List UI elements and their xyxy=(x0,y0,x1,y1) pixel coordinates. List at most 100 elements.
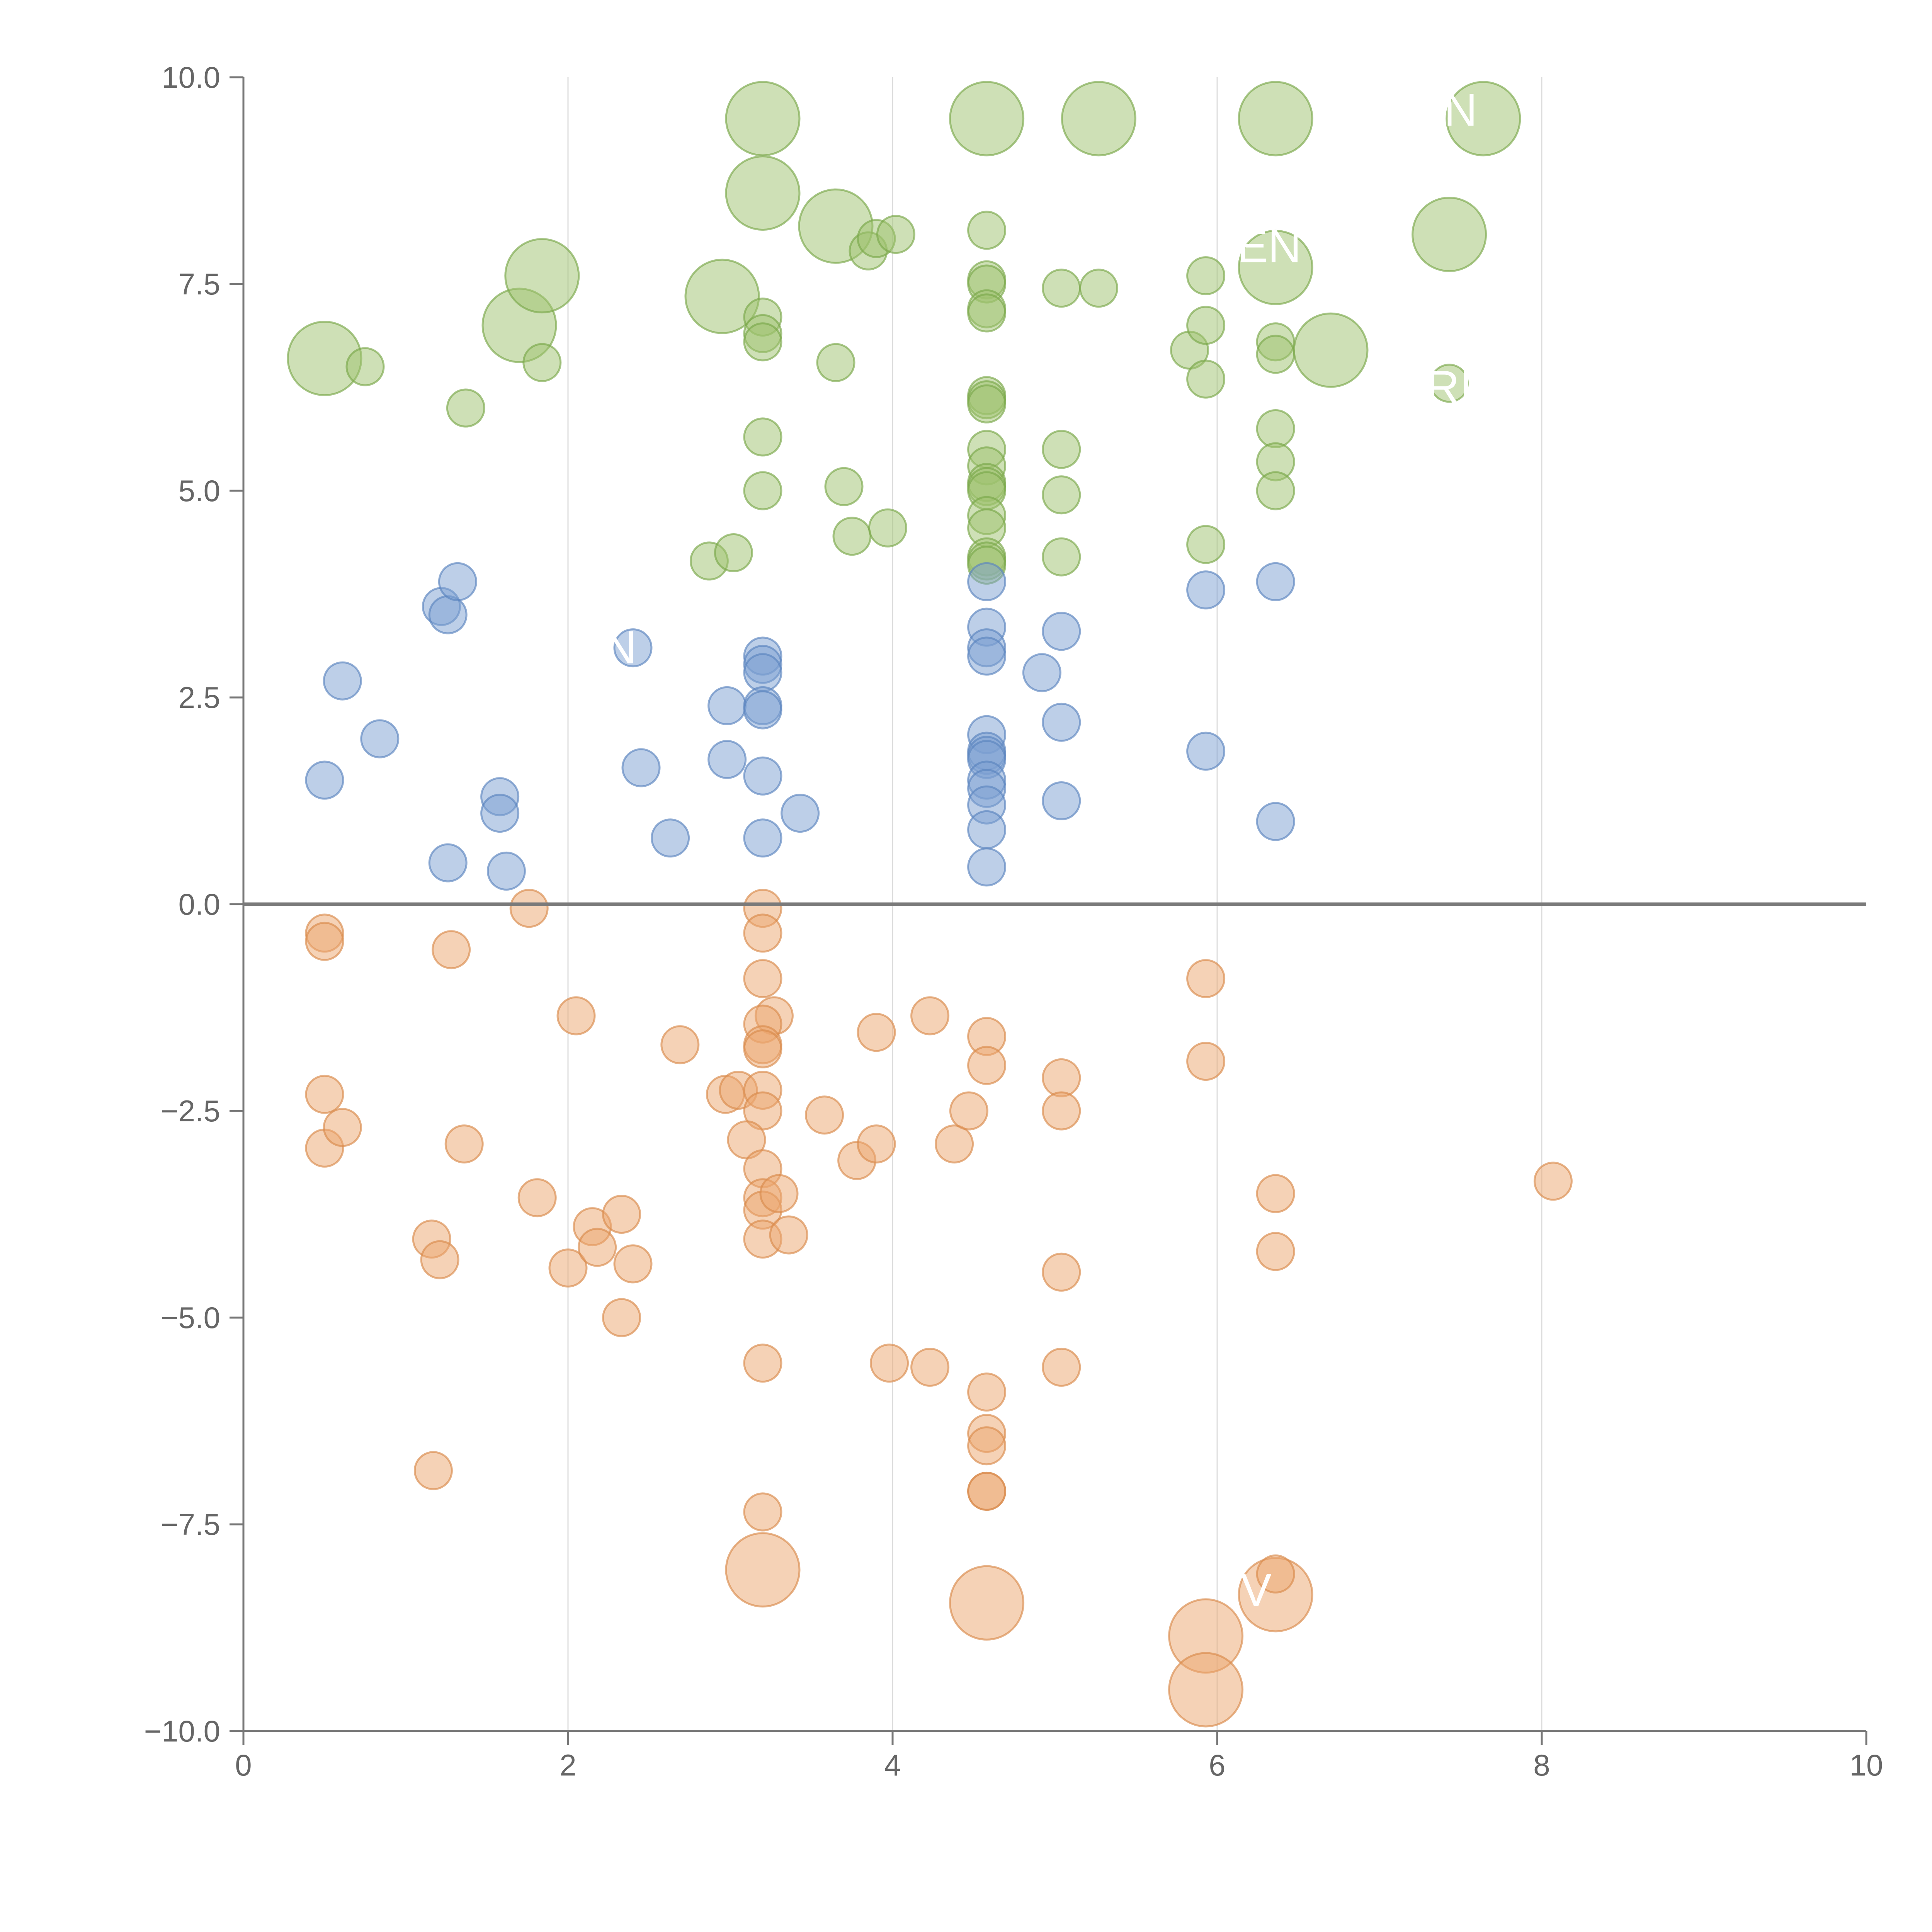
positive-low-point xyxy=(1042,702,1081,742)
negative-point xyxy=(578,1228,617,1267)
positive-low-point xyxy=(480,794,520,833)
negative-point xyxy=(1042,1252,1081,1292)
positive-high-point xyxy=(816,343,855,382)
positive-high-point xyxy=(1042,537,1081,577)
negative-point xyxy=(805,1095,844,1135)
positive-high-point xyxy=(1446,81,1521,156)
positive-high-point xyxy=(967,384,1007,423)
axis-ticks: 0 2 4 6 8 10 10.0 7.5 5.0 2.5 0.0 −2.5 −5.0 −7.5 −10.0 xyxy=(144,60,1883,1782)
positive-low-point xyxy=(707,686,747,725)
positive-high-point xyxy=(1293,312,1369,388)
negative-point xyxy=(743,913,782,953)
negative-point xyxy=(949,1091,988,1131)
negative-point xyxy=(517,1178,557,1218)
negative-point xyxy=(444,1124,484,1164)
negative-point xyxy=(759,1174,799,1213)
positive-low-point xyxy=(323,661,362,701)
negative-point xyxy=(548,1248,588,1288)
negative-point xyxy=(949,1565,1025,1641)
negative-point xyxy=(1533,1162,1573,1201)
positive-low-point xyxy=(743,756,782,796)
y-tick-label: 2.5 xyxy=(179,680,220,714)
negative-point xyxy=(870,1344,909,1383)
negative-point xyxy=(323,1108,362,1147)
positive-high-point xyxy=(868,508,907,548)
negative-point xyxy=(1042,1347,1081,1387)
positive-high-point xyxy=(1079,269,1118,308)
positive-high-point xyxy=(1256,471,1295,510)
negative-point xyxy=(420,1240,459,1279)
x-tick-label: 0 xyxy=(235,1748,252,1782)
positive-low-point xyxy=(428,843,468,883)
positive-low-point xyxy=(305,760,344,800)
positive-high-point xyxy=(743,417,782,457)
negative-point xyxy=(743,1492,782,1532)
point-label: W xyxy=(798,1544,841,1595)
x-tick-label: 8 xyxy=(1533,1748,1550,1782)
positive-low-point xyxy=(967,562,1007,601)
y-tick-label: −2.5 xyxy=(161,1094,220,1128)
positive-low-point xyxy=(743,653,782,692)
positive-high-point xyxy=(1186,256,1226,296)
positive-high-point xyxy=(714,533,753,572)
point-label: EN xyxy=(1237,221,1301,272)
positive-high-point xyxy=(1186,359,1226,399)
positive-high-point xyxy=(504,238,580,314)
positive-low-point xyxy=(1186,570,1226,610)
negative-point xyxy=(602,1195,641,1234)
positive-high-point xyxy=(967,293,1007,333)
positive-high-point xyxy=(832,517,872,556)
positive-high-point xyxy=(949,81,1025,156)
negative-point xyxy=(1042,1058,1081,1097)
positive-low-point xyxy=(1042,612,1081,651)
positive-high-point xyxy=(1061,81,1136,156)
positive-high-point xyxy=(1256,409,1295,448)
positive-high-point xyxy=(876,215,915,254)
positive-low-point xyxy=(707,740,747,779)
positive-high-point xyxy=(1238,81,1313,156)
positive-low-point xyxy=(967,810,1007,849)
negative-point xyxy=(967,1471,1007,1511)
point-label: E xyxy=(775,258,806,310)
positive-low-point xyxy=(967,847,1007,887)
positive-high-point xyxy=(1042,269,1081,308)
y-tick-label: 10.0 xyxy=(162,60,220,94)
y-tick-label: −5.0 xyxy=(161,1301,220,1335)
positive-high-point xyxy=(1186,525,1226,564)
positive-low-point xyxy=(438,562,477,601)
negative-point xyxy=(432,930,471,969)
negative-point xyxy=(305,1075,344,1114)
x-tick-label: 4 xyxy=(884,1748,901,1782)
positive-high-point xyxy=(345,347,385,386)
positive-low-point xyxy=(967,636,1007,676)
negative-point xyxy=(1168,1652,1244,1728)
positive-low-point xyxy=(621,748,661,787)
negative-point xyxy=(1256,1232,1295,1271)
positive-low-point xyxy=(1022,653,1061,692)
positive-high-point xyxy=(967,211,1007,250)
point-label: N xyxy=(503,452,536,504)
positive-low-point xyxy=(428,595,468,634)
y-tick-label: 7.5 xyxy=(179,267,220,301)
negative-point xyxy=(743,959,782,998)
negative-point xyxy=(556,996,596,1036)
positive-high-point xyxy=(725,81,801,156)
negative-point xyxy=(935,1124,974,1164)
positive-low-point xyxy=(651,818,690,858)
point-label: RI xyxy=(1426,361,1473,413)
positive-low-point xyxy=(613,628,653,668)
positive-low-point xyxy=(1042,781,1081,820)
negative-point xyxy=(857,1124,896,1164)
positive-high-point xyxy=(824,467,864,506)
y-tick-label: −7.5 xyxy=(161,1507,220,1541)
positive-low-point xyxy=(1256,802,1295,841)
data-points xyxy=(287,81,1573,1728)
positive-high-point xyxy=(1042,430,1081,469)
x-tick-label: 2 xyxy=(560,1748,576,1782)
positive-high-point xyxy=(1430,364,1469,403)
positive-high-point xyxy=(446,388,485,428)
positive-low-point xyxy=(781,794,820,833)
negative-point xyxy=(910,1347,950,1387)
negative-point xyxy=(1042,1091,1081,1131)
